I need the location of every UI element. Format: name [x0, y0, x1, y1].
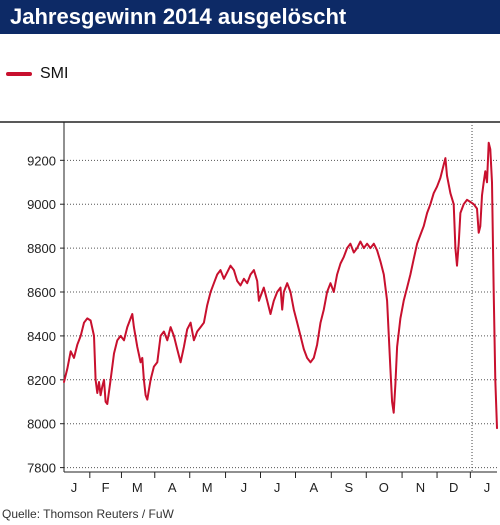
legend-label-smi: SMI — [40, 65, 69, 82]
x-tick-label: J — [484, 480, 491, 495]
series-line-smi — [63, 141, 498, 430]
y-tick-label: 8600 — [27, 285, 56, 300]
x-tick-label: F — [102, 480, 110, 495]
x-tick-label: J — [274, 480, 281, 495]
x-tick-label: M — [202, 480, 213, 495]
chart-canvas: 7800 8000 8200 8400 8600 8800 9000 9200 J F M A M J J A… — [0, 121, 500, 495]
x-tick-label: J — [71, 480, 78, 495]
x-tick-label: J — [241, 480, 248, 495]
title-bar: Jahresgewinn 2014 ausgelöscht — [0, 0, 500, 34]
y-tick-label: 8000 — [27, 417, 56, 432]
y-tick-label: 8800 — [27, 241, 56, 256]
source-note: Quelle: Thomson Reuters / FuW — [2, 507, 174, 521]
x-tick-label: S — [344, 480, 353, 495]
x-tick-label: M — [132, 480, 143, 495]
y-tick-label: 8400 — [27, 329, 56, 344]
x-tick-label: D — [449, 480, 458, 495]
y-tick-label: 9200 — [27, 153, 56, 168]
legend-swatch-smi — [6, 72, 32, 76]
y-tick-label: 9000 — [27, 197, 56, 212]
x-tick-label: A — [309, 480, 318, 495]
x-tick-label: A — [168, 480, 177, 495]
x-tick-label: O — [379, 480, 389, 495]
y-tick-label: 8200 — [27, 373, 56, 388]
chart-title: Jahresgewinn 2014 ausgelöscht — [10, 4, 347, 29]
y-tick-label: 7800 — [27, 461, 56, 476]
x-tick-label: N — [416, 480, 425, 495]
